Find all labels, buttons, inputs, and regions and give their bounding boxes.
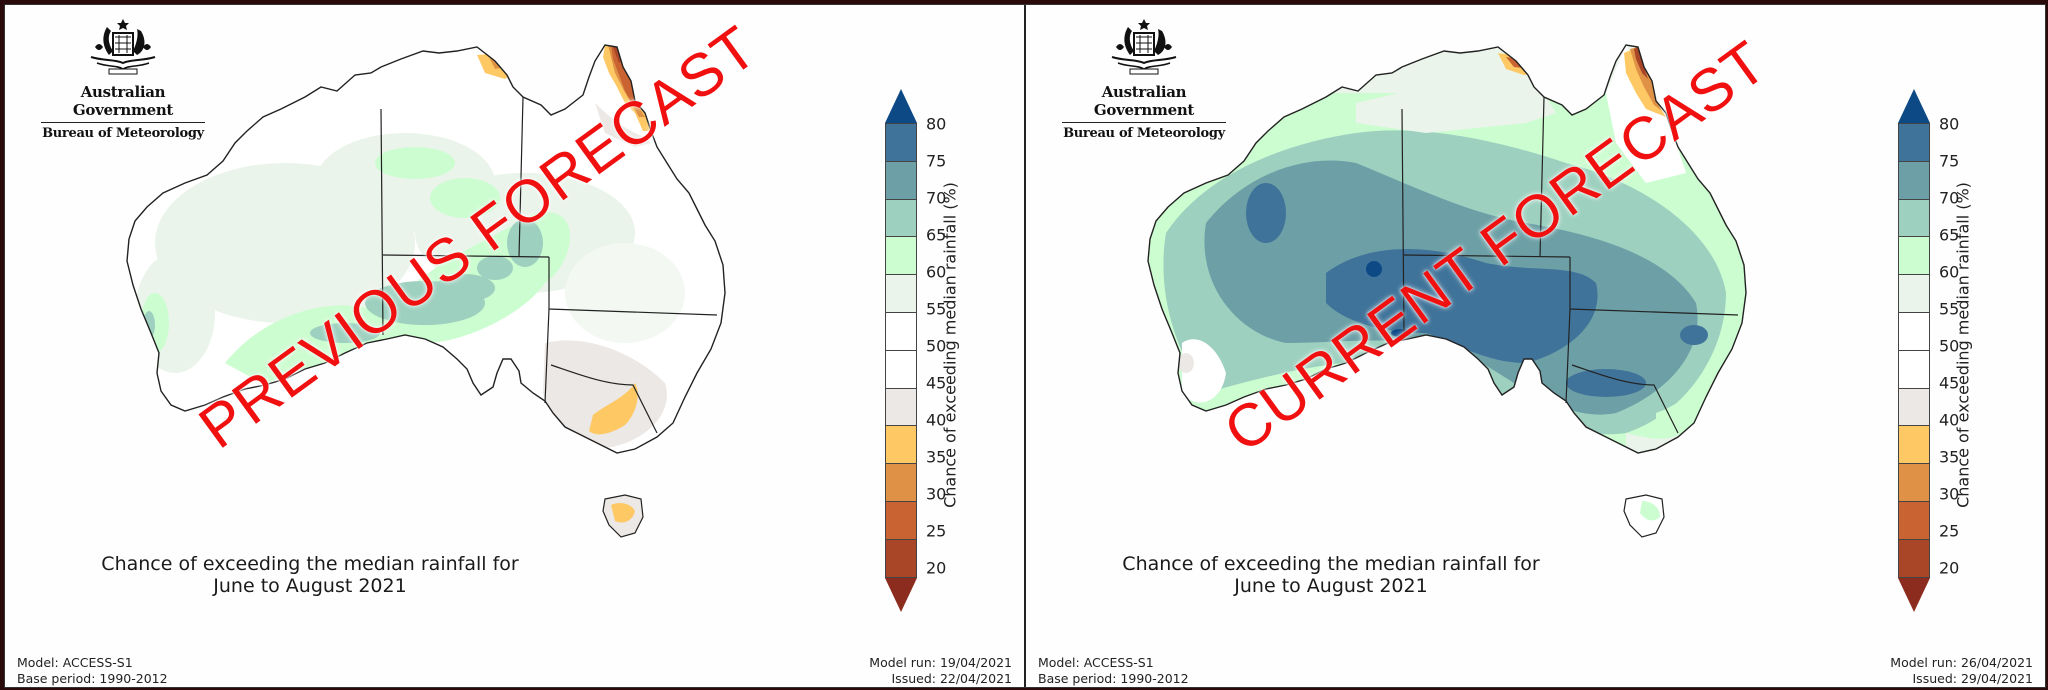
colorbar-tick: 50 — [926, 336, 947, 356]
map-title-line-2: June to August 2021 — [1234, 575, 1428, 597]
colorbar-segment-70-75 — [885, 161, 917, 200]
colorbar-tick: 75 — [1939, 151, 1960, 171]
colorbar-segment-60-65 — [885, 237, 917, 276]
colorbar-segment-55-60 — [885, 275, 917, 313]
model-run-date: Model run: 26/04/2021 — [1890, 655, 2033, 670]
map-title-line-1: Chance of exceeding the median rainfall … — [101, 553, 519, 575]
colorbar-axis-label: Chance of exceeding median rainfall (%) — [1953, 182, 1973, 508]
colorbar-arrow-bottom — [1898, 577, 1930, 612]
colorbar-tick: 50 — [1939, 336, 1960, 356]
colorbar-segment-20-25 — [885, 539, 917, 578]
government-name: Australian Government — [1093, 83, 1195, 119]
map-title: Chance of exceeding the median rainfall … — [1066, 553, 1596, 597]
colorbar-tick: 60 — [1939, 262, 1960, 282]
government-name: Australian Government — [72, 83, 174, 119]
colorbar-segment-20-25 — [1898, 539, 1930, 578]
colorbar-segment-50-55 — [885, 312, 917, 351]
model-name: Model: ACCESS-S1 — [17, 655, 133, 670]
run-info: Model run: 26/04/2021 Issued: 29/04/2021 — [1890, 655, 2033, 687]
bureau-name: Bureau of Meteorology — [42, 126, 204, 141]
colorbar-tick: 80 — [1939, 114, 1960, 134]
colorbar-tick: 20 — [1939, 558, 1960, 578]
map-title-line-1: Chance of exceeding the median rainfall … — [1122, 553, 1540, 575]
current-forecast-panel: Australian Government Bureau of Meteorol… — [1026, 5, 2045, 687]
colorbar-tick: 30 — [1939, 484, 1960, 504]
colorbar-tick: 35 — [1939, 447, 1960, 467]
colorbar-segment-75-80 — [1898, 123, 1930, 162]
panel-divider — [1024, 5, 1026, 687]
colorbar-tick: 25 — [1939, 521, 1960, 541]
colorbar-tick: 40 — [1939, 410, 1960, 430]
colorbar — [1898, 89, 1930, 612]
colorbar-segment-25-30 — [885, 501, 917, 540]
colorbar-axis-label: Chance of exceeding median rainfall (%) — [940, 182, 960, 508]
colorbar-segment-65-70 — [885, 199, 917, 238]
colorbar-tick: 70 — [1939, 188, 1960, 208]
colorbar-tick: 55 — [926, 299, 947, 319]
colorbar-segment-25-30 — [1898, 501, 1930, 540]
map-title-line-2: June to August 2021 — [213, 575, 407, 597]
colorbar-segment-65-70 — [1898, 199, 1930, 238]
map-title: Chance of exceeding the median rainfall … — [45, 553, 575, 597]
colorbar-arrow-top — [1898, 89, 1930, 123]
base-period: Base period: 1990-2012 — [17, 671, 168, 686]
issued-date: Issued: 29/04/2021 — [1912, 671, 2034, 686]
logo-divider — [1062, 122, 1226, 123]
colorbar-segment-50-55 — [1898, 312, 1930, 351]
colorbar-tick: 60 — [926, 262, 947, 282]
base-period: Base period: 1990-2012 — [1038, 671, 1189, 686]
logo-divider — [41, 122, 205, 123]
colorbar-segment-35-40 — [885, 426, 917, 465]
colorbar-segment-30-35 — [885, 464, 917, 502]
colorbar-segment-60-65 — [1898, 237, 1930, 276]
colorbar-tick: 80 — [926, 114, 947, 134]
colorbar-tick: 55 — [1939, 299, 1960, 319]
australia-rainfall-map-previous — [126, 44, 726, 538]
model-info: Model: ACCESS-S1 Base period: 1990-2012 — [1038, 655, 1189, 687]
model-info: Model: ACCESS-S1 Base period: 1990-2012 — [17, 655, 168, 687]
bureau-name: Bureau of Meteorology — [1063, 126, 1225, 141]
colorbar-segment-75-80 — [885, 123, 917, 162]
coat-of-arms-icon — [90, 19, 156, 75]
figure-frame: Australian Government Bureau of Meteorol… — [4, 4, 2046, 688]
issued-date: Issued: 22/04/2021 — [891, 671, 1013, 686]
model-name: Model: ACCESS-S1 — [1038, 655, 1154, 670]
colorbar-segment-55-60 — [1898, 275, 1930, 313]
coat-of-arms-icon — [1111, 19, 1177, 75]
bom-logo: Australian Government Bureau of Meteorol… — [33, 17, 213, 141]
colorbar-tick: 70 — [926, 188, 947, 208]
australia-rainfall-map-current — [1147, 44, 1747, 538]
colorbar-arrow-top — [885, 89, 917, 123]
run-info: Model run: 19/04/2021 Issued: 22/04/2021 — [869, 655, 1012, 687]
colorbar-tick: 40 — [926, 410, 947, 430]
colorbar-tick: 65 — [926, 225, 947, 245]
colorbar-segment-40-45 — [885, 388, 917, 427]
colorbar-segment-40-45 — [1898, 388, 1930, 427]
colorbar-tick: 35 — [926, 447, 947, 467]
colorbar-tick: 45 — [1939, 373, 1960, 393]
previous-forecast-panel: Australian Government Bureau of Meteorol… — [5, 5, 1024, 687]
colorbar-segment-45-50 — [885, 350, 917, 389]
model-run-date: Model run: 19/04/2021 — [869, 655, 1012, 670]
colorbar-tick: 45 — [926, 373, 947, 393]
colorbar-segment-70-75 — [1898, 161, 1930, 200]
colorbar-tick: 25 — [926, 521, 947, 541]
colorbar — [885, 89, 917, 612]
colorbar-arrow-bottom — [885, 577, 917, 612]
colorbar-tick: 65 — [1939, 225, 1960, 245]
colorbar-tick: 20 — [926, 558, 947, 578]
colorbar-tick: 75 — [926, 151, 947, 171]
colorbar-segment-45-50 — [1898, 350, 1930, 389]
colorbar-segment-35-40 — [1898, 426, 1930, 465]
colorbar-segment-30-35 — [1898, 464, 1930, 502]
bom-logo: Australian Government Bureau of Meteorol… — [1054, 17, 1234, 141]
colorbar-tick: 30 — [926, 484, 947, 504]
